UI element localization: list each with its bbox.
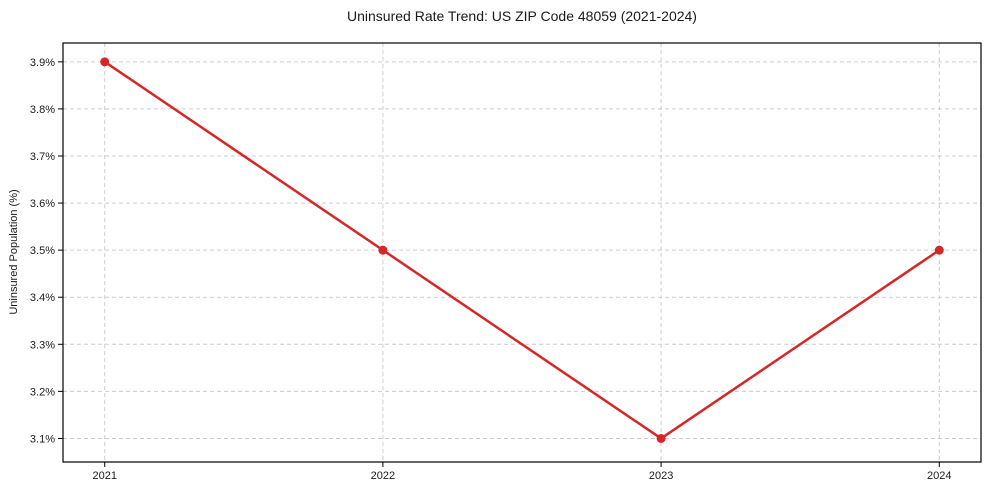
trend-line xyxy=(103,60,941,440)
plot-border xyxy=(62,42,982,463)
chart-title: Uninsured Rate Trend: US ZIP Code 48059 … xyxy=(347,8,697,24)
data-point-marker xyxy=(656,433,666,443)
y-tick-label: 3.4% xyxy=(30,292,55,304)
x-tick-label: 2022 xyxy=(371,470,395,482)
data-point-marker xyxy=(100,57,110,67)
y-tick-label: 3.2% xyxy=(30,386,55,398)
y-tick-label: 3.8% xyxy=(30,104,55,116)
y-tick-label: 3.1% xyxy=(30,433,55,445)
data-point-marker xyxy=(934,245,944,255)
y-tick-label: 3.7% xyxy=(30,151,55,163)
x-tick-label: 2024 xyxy=(927,470,951,482)
y-tick-label: 3.3% xyxy=(30,339,55,351)
y-tick-label: 3.5% xyxy=(30,245,55,257)
y-tick-label: 3.9% xyxy=(30,57,55,69)
data-point-marker xyxy=(378,245,388,255)
x-tick-label: 2021 xyxy=(92,470,116,482)
x-tick-label: 2023 xyxy=(649,470,673,482)
y-tick-label: 3.6% xyxy=(30,198,55,210)
